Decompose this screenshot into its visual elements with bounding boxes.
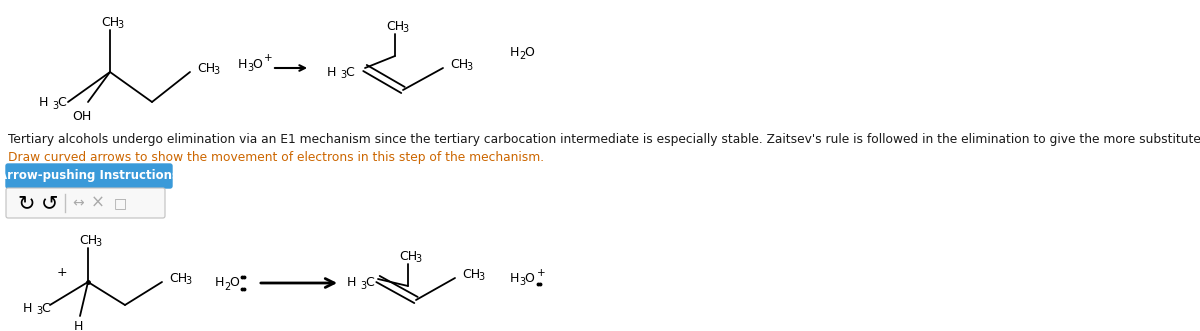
Text: 3: 3	[478, 272, 484, 282]
Text: C: C	[346, 66, 354, 78]
Text: ↔: ↔	[72, 196, 84, 210]
Text: CH: CH	[79, 233, 97, 247]
FancyBboxPatch shape	[6, 164, 172, 188]
Text: CH: CH	[462, 267, 480, 280]
Text: CH: CH	[398, 250, 418, 262]
Text: H: H	[510, 45, 520, 59]
Text: H: H	[510, 271, 520, 285]
Text: 3: 3	[36, 306, 42, 316]
Text: CH: CH	[386, 20, 404, 32]
Text: 3: 3	[185, 276, 191, 286]
Text: C: C	[58, 97, 66, 110]
Text: CH: CH	[101, 16, 119, 28]
Text: +: +	[264, 53, 272, 63]
Text: O: O	[252, 58, 262, 71]
FancyBboxPatch shape	[6, 188, 166, 218]
Text: ×: ×	[91, 194, 104, 212]
Text: H: H	[38, 97, 48, 110]
Text: CH: CH	[197, 62, 215, 74]
Text: O: O	[524, 45, 534, 59]
Text: CH: CH	[450, 58, 468, 71]
Text: C: C	[42, 302, 50, 314]
Text: 3: 3	[95, 238, 101, 248]
Text: ↻: ↻	[17, 193, 35, 213]
Text: 3: 3	[520, 277, 526, 287]
Text: 3: 3	[116, 20, 124, 30]
Text: CH: CH	[169, 271, 187, 285]
Text: ↺: ↺	[41, 193, 59, 213]
Text: Draw curved arrows to show the movement of electrons in this step of the mechani: Draw curved arrows to show the movement …	[8, 152, 544, 165]
Text: +: +	[538, 268, 546, 278]
Text: Tertiary alcohols undergo elimination via an E1 mechanism since the tertiary car: Tertiary alcohols undergo elimination vi…	[8, 133, 1200, 147]
Text: 3: 3	[466, 62, 472, 72]
Text: OH: OH	[72, 110, 91, 122]
Text: H: H	[23, 302, 32, 314]
Text: 2: 2	[224, 282, 230, 292]
Text: 2: 2	[520, 51, 526, 61]
Text: H: H	[73, 319, 83, 331]
Text: 3: 3	[247, 63, 253, 73]
Text: H: H	[238, 58, 247, 71]
Text: 3: 3	[340, 70, 346, 80]
Text: 3: 3	[402, 24, 408, 34]
Text: 3: 3	[415, 254, 421, 264]
Text: 3: 3	[360, 281, 366, 291]
Text: +: +	[56, 265, 67, 278]
Text: O: O	[524, 271, 534, 285]
Text: H: H	[326, 66, 336, 78]
Text: 3: 3	[212, 66, 220, 76]
Text: H: H	[215, 276, 224, 290]
Text: O: O	[229, 276, 239, 290]
Text: Arrow-pushing Instructions: Arrow-pushing Instructions	[0, 169, 180, 182]
Text: □: □	[114, 196, 126, 210]
Text: H: H	[347, 276, 356, 290]
Text: C: C	[366, 276, 374, 290]
Text: 3: 3	[52, 101, 58, 111]
